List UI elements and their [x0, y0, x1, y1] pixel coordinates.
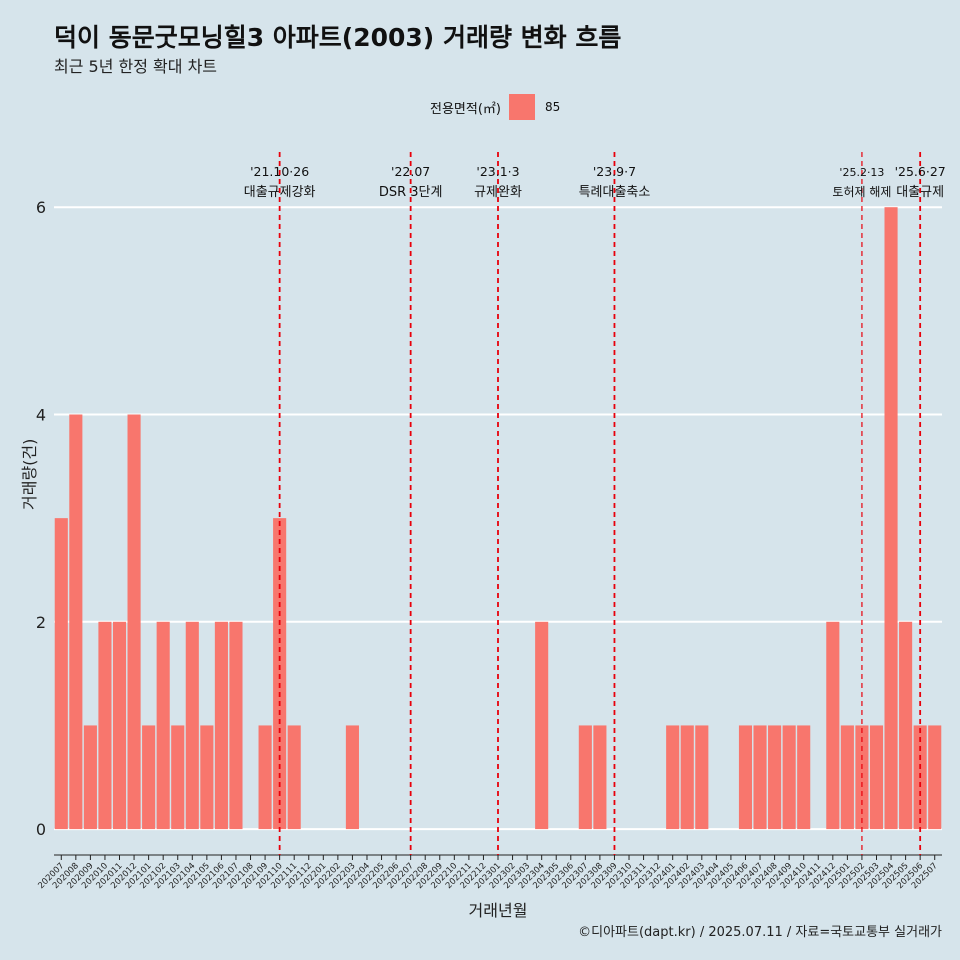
bar	[738, 725, 753, 830]
bar	[826, 621, 840, 830]
event-policy-label: 대출규제강화	[244, 185, 316, 200]
event-policy-label: 대출규제	[896, 185, 944, 200]
event-date-label: '22.07	[391, 164, 430, 179]
event-date-label: '25.6·27	[895, 164, 946, 179]
event-policy-label: 규제완화	[474, 185, 522, 200]
bar	[200, 725, 214, 830]
bar	[214, 621, 228, 830]
bar	[535, 621, 549, 830]
bar	[156, 621, 170, 830]
y-tick-label: 0	[36, 820, 46, 839]
y-axis-title: 거래량(건)	[20, 438, 39, 510]
event-date-label: '23.9·7	[593, 164, 636, 179]
bar	[666, 725, 680, 830]
bar	[127, 414, 141, 830]
bar	[680, 725, 694, 830]
event-policy-label: 토허제 해제	[832, 185, 891, 199]
event-policy-label: 특례대출축소	[579, 185, 651, 200]
bar	[142, 725, 156, 830]
legend: 전용면적(㎡) 85	[430, 94, 560, 120]
event-date-label: '21.10·26	[250, 164, 309, 179]
bar	[578, 725, 592, 830]
y-tick-label: 2	[36, 613, 46, 632]
bar	[899, 621, 913, 830]
bar	[840, 725, 854, 830]
bar	[753, 725, 767, 830]
bar	[273, 518, 287, 830]
bar	[768, 725, 782, 830]
bar	[112, 621, 127, 830]
y-tick-label: 4	[36, 405, 46, 424]
bar	[229, 621, 243, 830]
x-axis-title: 거래년월	[468, 901, 528, 920]
bar	[782, 725, 796, 830]
event-date-label: '23.1·3	[476, 164, 519, 179]
bar	[869, 725, 884, 830]
bar	[593, 725, 607, 830]
legend-title: 전용면적(㎡)	[430, 101, 501, 117]
bar	[797, 725, 811, 830]
legend-label: 85	[544, 100, 561, 114]
bar	[928, 725, 942, 830]
bar	[884, 207, 898, 830]
event-policy-label: DSR 3단계	[379, 185, 443, 200]
y-tick-label: 6	[36, 198, 46, 217]
bar	[695, 725, 709, 830]
bar	[98, 621, 112, 830]
event-date-label: '25.2·13	[839, 166, 884, 179]
chart-subtitle: 최근 5년 한정 확대 차트	[54, 57, 218, 76]
chart-title: 덕이 동문굿모닝힐3 아파트(2003) 거래량 변화 흐름	[54, 23, 622, 52]
bar	[54, 518, 68, 830]
bar	[83, 725, 97, 830]
legend-key-swatch	[508, 94, 535, 120]
bar	[185, 621, 199, 830]
bar	[258, 725, 272, 830]
bar	[171, 725, 185, 830]
source-caption: ©디아파트(dapt.kr) / 2025.07.11 / 자료=국토교통부 실…	[578, 925, 942, 940]
bar	[287, 725, 301, 830]
bar	[345, 725, 359, 830]
bar	[69, 414, 83, 830]
